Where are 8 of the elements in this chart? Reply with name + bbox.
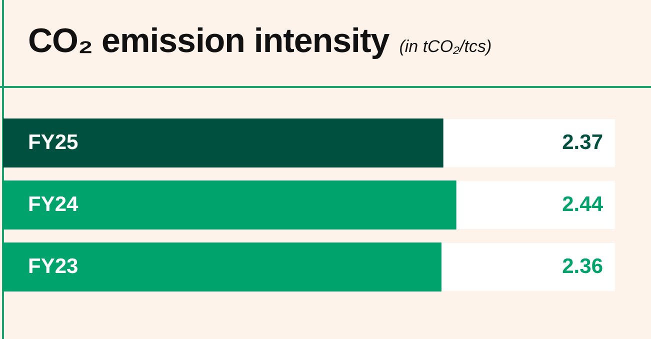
- chart-title: CO₂ emission intensity: [28, 22, 390, 60]
- data-label: 2.44: [562, 192, 604, 216]
- chart-subtitle: (in tCO₂/tcs): [399, 37, 492, 56]
- y-tick-label: FY24: [28, 192, 79, 216]
- y-tick-label: FY25: [28, 130, 79, 154]
- data-label: 2.37: [562, 130, 603, 154]
- y-tick-label: FY23: [28, 254, 78, 278]
- data-label: 2.36: [562, 254, 603, 278]
